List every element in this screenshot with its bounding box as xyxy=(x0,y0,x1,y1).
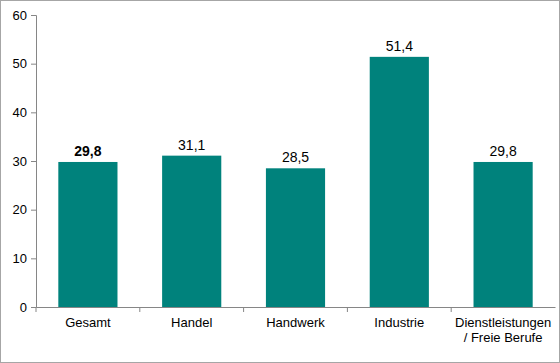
y-tick: 50 xyxy=(13,56,36,71)
y-tick-label: 0 xyxy=(20,300,27,315)
x-separator xyxy=(36,307,37,312)
data-label: 31,1 xyxy=(178,137,205,153)
x-separator xyxy=(139,307,140,312)
bar xyxy=(58,162,117,307)
y-tick-mark xyxy=(31,64,36,65)
y-tick: 30 xyxy=(13,154,36,169)
y-tick-mark xyxy=(31,15,36,16)
y-tick: 20 xyxy=(13,202,36,217)
y-axis: 0 10 20 30 40 50 60 xyxy=(13,8,37,315)
y-tick: 60 xyxy=(13,8,36,23)
x-tick-labels: Gesamt Handel Handwerk Industrie Dienstleist… xyxy=(65,315,551,345)
x-axis-line xyxy=(37,307,556,308)
y-tick-label: 40 xyxy=(13,105,27,120)
y-tick-label: 60 xyxy=(13,8,27,23)
y-tick-label: 20 xyxy=(13,202,27,217)
y-axis-line xyxy=(31,16,37,308)
x-tick-label: Gesamt xyxy=(65,315,111,330)
y-tick-mark xyxy=(31,210,36,211)
y-tick-label: 30 xyxy=(13,154,27,169)
y-tick-label: 50 xyxy=(13,56,27,71)
y-tick-mark xyxy=(31,161,36,162)
data-label: 28,5 xyxy=(282,149,309,165)
y-tick: 0 xyxy=(20,300,36,315)
data-label: 51,4 xyxy=(386,38,413,54)
x-axis xyxy=(36,307,556,312)
chart-frame xyxy=(1,1,560,363)
data-labels: 29,8 31,1 28,5 51,4 29,8 xyxy=(74,38,517,165)
y-tick-mark xyxy=(31,307,36,308)
y-tick: 40 xyxy=(13,105,36,120)
x-tick-label: Handwerk xyxy=(266,315,325,330)
data-label: 29,8 xyxy=(489,143,516,159)
x-separator xyxy=(347,307,348,312)
y-tick-mark xyxy=(31,258,36,259)
x-tick-label: Dienstleistungen/ Freie Berufe xyxy=(455,315,551,345)
x-tick-label: Industrie xyxy=(374,315,424,330)
x-separator xyxy=(243,307,244,312)
bars xyxy=(58,57,532,307)
y-tick: 10 xyxy=(13,251,36,266)
y-tick-mark xyxy=(31,112,36,113)
x-separator xyxy=(451,307,452,312)
bar xyxy=(162,156,221,307)
y-tick-label: 10 xyxy=(13,251,27,266)
bar xyxy=(266,168,325,307)
x-tick-label: Handel xyxy=(171,315,212,330)
chart: 0 10 20 30 40 50 60 Gesamt Handel Handwerk Industr… xyxy=(0,0,560,363)
data-label: 29,8 xyxy=(74,143,101,159)
bar xyxy=(370,57,429,307)
bar xyxy=(474,162,533,307)
plot: 0 10 20 30 40 50 60 Gesamt Handel Handwerk Industr… xyxy=(13,8,556,345)
